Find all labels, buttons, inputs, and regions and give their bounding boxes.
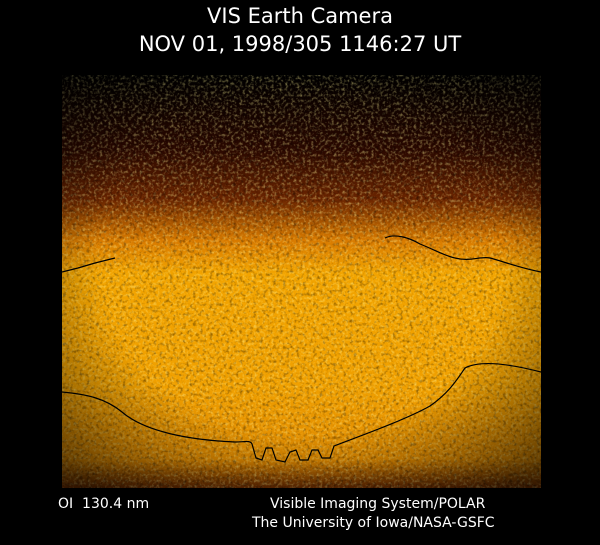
wavelength: OI 130.4 nm xyxy=(58,496,149,512)
timestamp: NOV 01, 1998/305 1146:27 UT xyxy=(139,32,462,56)
coastlines xyxy=(62,235,541,463)
instrument: Visible Imaging System/POLAR xyxy=(270,496,486,512)
title: VIS Earth Camera xyxy=(207,4,393,28)
camera-image xyxy=(62,75,541,488)
credit: The University of Iowa/NASA-GSFC xyxy=(251,515,495,531)
